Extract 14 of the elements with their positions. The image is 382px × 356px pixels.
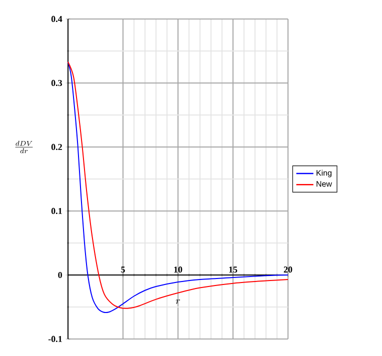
y-tick-label: 0.4 — [51, 16, 62, 22]
x-axis-title: $r$ — [176, 299, 180, 304]
legend-label: New — [316, 181, 332, 187]
y-tick-label: 0 — [58, 272, 62, 278]
y-axis-title: $\frac{dDV}{dr}$ — [15, 140, 33, 154]
y-tick-label: 0.1 — [51, 208, 62, 214]
x-tick-label: 20 — [284, 266, 292, 273]
x-tick-label: 5 — [121, 266, 125, 273]
y-tick-label: 0.3 — [51, 80, 62, 86]
legend-label: King — [316, 170, 332, 178]
x-tick-label: 10 — [174, 266, 182, 273]
x-tick-label: 15 — [229, 266, 238, 273]
y-tick-label: -0.1 — [48, 336, 62, 342]
y-tick-label: 0.2 — [51, 144, 62, 150]
